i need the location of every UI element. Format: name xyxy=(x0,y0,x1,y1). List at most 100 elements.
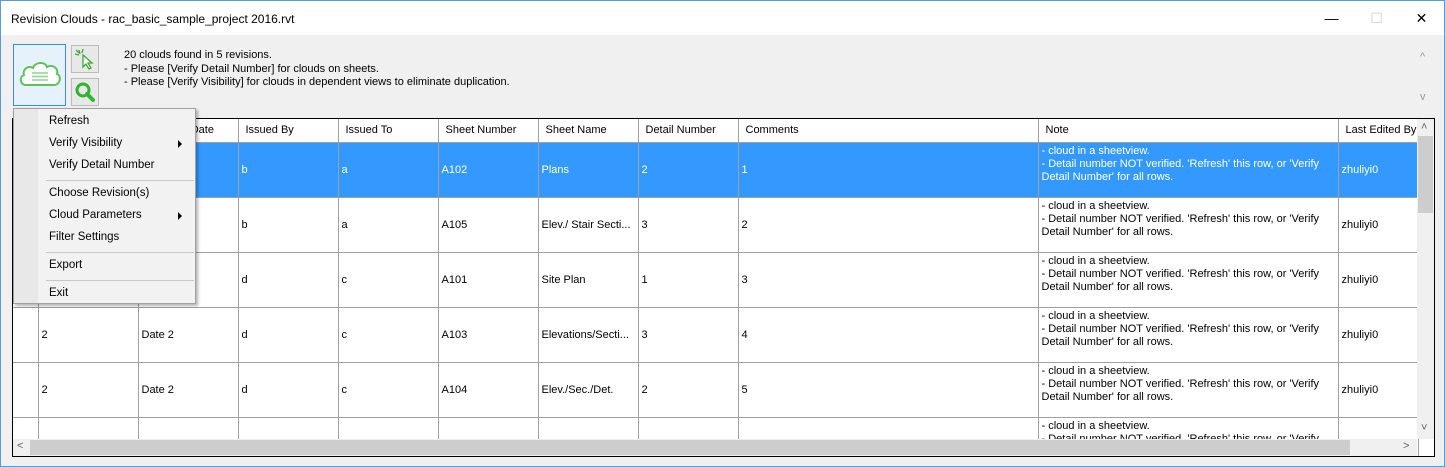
row-header[interactable] xyxy=(13,362,39,418)
minimize-button[interactable]: — xyxy=(1324,10,1339,26)
row-header[interactable] xyxy=(13,307,39,363)
cell-sheet-name[interactable]: Plans xyxy=(538,142,639,198)
cell-detail[interactable]: 2 xyxy=(638,362,739,418)
column-header[interactable]: Sheet Name xyxy=(538,119,639,143)
cell-comments[interactable]: 1 xyxy=(738,142,1039,198)
column-header[interactable]: Detail Number xyxy=(638,119,739,143)
cell-comments[interactable]: 3 xyxy=(738,252,1039,308)
cell-sheet-name[interactable]: Site Plan xyxy=(538,252,639,308)
window-title: Revision Clouds - rac_basic_sample_proje… xyxy=(11,12,295,26)
vertical-scrollbar[interactable]: ˄ ˅ xyxy=(1417,119,1434,439)
menu-item-refresh[interactable]: Refresh xyxy=(49,115,90,127)
cloud-icon xyxy=(19,62,61,86)
cell-edited-by[interactable]: zhuliyi0 xyxy=(1338,362,1419,418)
zoom-to-cloud-button[interactable] xyxy=(71,78,99,106)
table-row[interactable]: 2 Date 2 d c A103 Elevations/Secti... 3 4- clou… xyxy=(13,307,1419,363)
cell-sheet-name[interactable]: Elev./ Stair Secti... xyxy=(538,197,639,253)
cell-sheet-name[interactable]: Elevations/Secti... xyxy=(538,307,639,363)
cell-sheet-number[interactable]: A102 xyxy=(438,142,539,198)
menu-item-verify-visibility[interactable]: Verify Visibility xyxy=(49,137,194,149)
message-scroll-down[interactable]: v xyxy=(1420,91,1426,103)
column-header[interactable]: Note xyxy=(1038,119,1339,143)
cell-sheet-number[interactable]: A105 xyxy=(438,197,539,253)
horizontal-scroll-thumb[interactable] xyxy=(30,440,1350,455)
scroll-down-arrow[interactable]: ˅ xyxy=(1421,422,1428,434)
table-row[interactable]: 2 Date 2 d c A104 Elev./Sec./Det. 2 5- cloud in… xyxy=(13,362,1419,418)
cell-edited-by[interactable]: zhuliyi0 xyxy=(1338,252,1419,308)
status-summary: 20 clouds found in 5 revisions. xyxy=(124,49,272,61)
table-row[interactable]: b a A102 Plans 2 1- cloud in a sheetview. - De… xyxy=(13,142,1419,198)
cell-issued-to[interactable]: c xyxy=(338,252,439,308)
select-cloud-button[interactable] xyxy=(71,45,99,73)
cell-issued-by[interactable]: d xyxy=(238,307,339,363)
context-menu: Refresh Verify Visibility Verify Detail … xyxy=(13,108,196,304)
menu-item-exit[interactable]: Exit xyxy=(49,287,69,299)
cell-c1[interactable]: Date 2 xyxy=(138,362,239,418)
menu-item-verify-detail-number[interactable]: Verify Detail Number xyxy=(49,159,155,171)
cell-c0[interactable]: 2 xyxy=(38,362,139,418)
cell-comments[interactable]: 2 xyxy=(738,197,1039,253)
cell-sheet-number[interactable]: A104 xyxy=(438,362,539,418)
menu-gutter xyxy=(14,109,38,303)
cell-issued-to[interactable]: c xyxy=(338,307,439,363)
cell-issued-by[interactable]: d xyxy=(238,252,339,308)
cell-issued-by[interactable]: d xyxy=(238,362,339,418)
cell-issued-by[interactable]: b xyxy=(238,142,339,198)
submenu-arrow-icon xyxy=(178,212,182,220)
cell-sheet-name[interactable]: Elev./Sec./Det. xyxy=(538,362,639,418)
cell-issued-to[interactable]: a xyxy=(338,197,439,253)
cell-edited-by[interactable]: zhuliyi0 xyxy=(1338,307,1419,363)
table-row[interactable]: b a A105 Elev./ Stair Secti... 3 2- cloud in … xyxy=(13,197,1419,253)
cell-comments[interactable]: 4 xyxy=(738,307,1039,363)
horizontal-scrollbar[interactable]: < > xyxy=(13,439,1417,456)
scroll-left-arrow[interactable]: < xyxy=(17,440,24,452)
message-scroll-up[interactable]: ^ xyxy=(1420,51,1426,63)
cell-sheet-number[interactable]: A103 xyxy=(438,307,539,363)
status-hint-detail: - Please [Verify Detail Number] for clou… xyxy=(124,62,379,75)
cell-comments[interactable]: 5 xyxy=(738,362,1039,418)
cell-note[interactable]: - cloud in a sheetview.- Detail number N… xyxy=(1038,307,1339,363)
menu-item-cloud-parameters[interactable]: Cloud Parameters xyxy=(49,209,194,221)
menu-separator xyxy=(46,180,194,181)
cell-sheet-number[interactable]: A101 xyxy=(438,252,539,308)
column-header[interactable]: Last Edited By xyxy=(1338,119,1419,143)
cell-note[interactable]: - cloud in a sheetview.- Detail number N… xyxy=(1038,142,1339,198)
title-bar: Revision Clouds - rac_basic_sample_proje… xyxy=(1,1,1444,35)
submenu-arrow-icon xyxy=(178,140,182,148)
column-header[interactable]: Comments xyxy=(738,119,1039,143)
main-menu-button[interactable] xyxy=(13,44,66,106)
menu-item-export[interactable]: Export xyxy=(49,259,83,271)
vertical-scroll-thumb[interactable] xyxy=(1418,136,1433,213)
menu-item-label: Verify Visibility xyxy=(49,137,123,149)
status-messages: 20 clouds found in 5 revisions. - Please… xyxy=(124,49,510,90)
cell-detail[interactable]: 3 xyxy=(638,307,739,363)
status-hint-visibility: - Please [Verify Visibility] for clouds … xyxy=(124,76,510,88)
cell-note[interactable]: - cloud in a sheetview.- Detail number N… xyxy=(1038,252,1339,308)
cell-edited-by[interactable]: zhuliyi0 xyxy=(1338,197,1419,253)
cell-edited-by[interactable]: zhuliyi0 xyxy=(1338,142,1419,198)
cell-detail[interactable]: 1 xyxy=(638,252,739,308)
cell-issued-by[interactable]: b xyxy=(238,197,339,253)
table-row[interactable]: d c A101 Site Plan 1 3- cloud in a sheetview.… xyxy=(13,252,1419,308)
column-header[interactable]: Issued By xyxy=(238,119,339,143)
cell-detail[interactable]: 2 xyxy=(638,142,739,198)
cell-c1[interactable]: Date 2 xyxy=(138,307,239,363)
column-header[interactable]: Issued To xyxy=(338,119,439,143)
menu-item-label: Cloud Parameters xyxy=(49,209,142,221)
scroll-up-arrow[interactable]: ˄ xyxy=(1421,121,1428,133)
menu-separator xyxy=(46,280,194,281)
cell-c0[interactable]: 2 xyxy=(38,307,139,363)
close-button[interactable]: ✕ xyxy=(1415,10,1428,26)
scroll-right-arrow[interactable]: > xyxy=(1403,440,1410,452)
cell-issued-to[interactable]: c xyxy=(338,362,439,418)
cell-detail[interactable]: 3 xyxy=(638,197,739,253)
clouds-table: Revision Date Issued By Issued To Sheet … xyxy=(12,118,1435,457)
menu-item-filter-settings[interactable]: Filter Settings xyxy=(49,231,120,243)
cell-note[interactable]: - cloud in a sheetview.- Detail number N… xyxy=(1038,362,1339,418)
cell-note[interactable]: - cloud in a sheetview.- Detail number N… xyxy=(1038,197,1339,253)
cell-issued-to[interactable]: a xyxy=(338,142,439,198)
menu-item-choose-revisions[interactable]: Choose Revision(s) xyxy=(49,187,150,199)
maximize-button[interactable]: ☐ xyxy=(1370,10,1383,26)
column-header[interactable]: Sheet Number xyxy=(438,119,539,143)
